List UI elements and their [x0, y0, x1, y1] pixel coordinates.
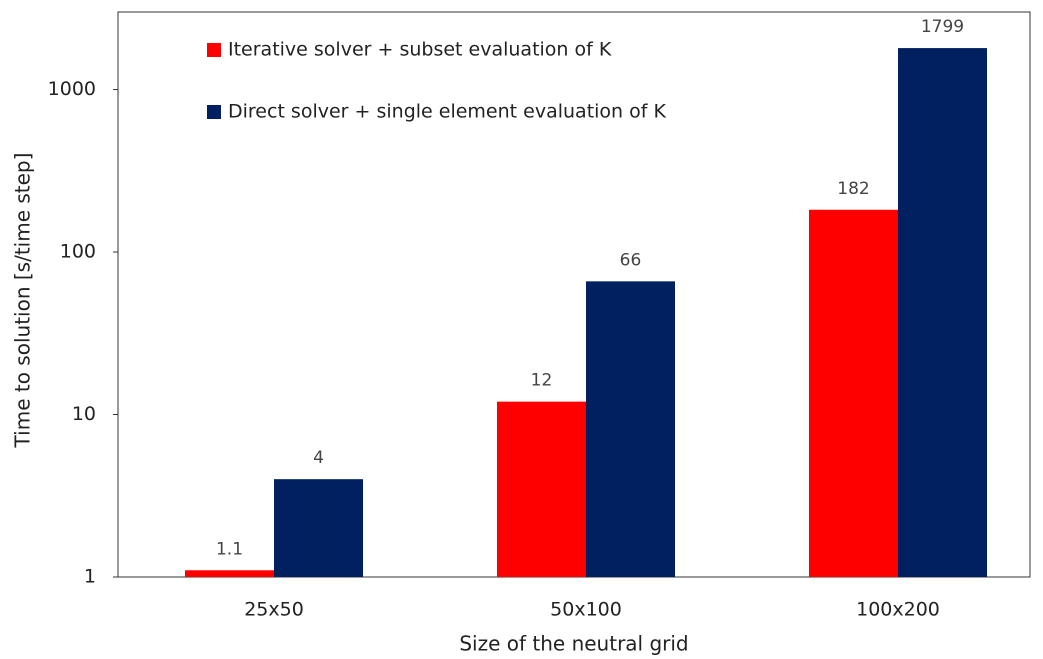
y-tick-label: 100 — [60, 241, 96, 263]
y-tick-label: 1 — [84, 566, 96, 588]
value-label: 1799 — [921, 17, 964, 37]
value-label: 12 — [531, 371, 553, 391]
value-label: 66 — [620, 250, 642, 270]
value-label: 4 — [313, 448, 324, 468]
value-label: 1.1 — [216, 539, 243, 559]
value-label: 182 — [837, 179, 869, 199]
bar — [586, 281, 675, 577]
x-tick-label: 100x200 — [856, 599, 940, 621]
bar — [185, 570, 274, 577]
bar — [497, 401, 586, 577]
x-axis-label: Size of the neutral grid — [459, 632, 688, 656]
legend-swatch — [207, 43, 221, 57]
y-tick-label: 1000 — [48, 78, 96, 100]
legend-label: Direct solver + single element evaluatio… — [228, 101, 666, 123]
legend-swatch — [207, 105, 221, 119]
x-tick-label: 25x50 — [244, 599, 304, 621]
y-axis-label: Time to solution [s/time step] — [11, 153, 35, 449]
bar — [274, 479, 363, 577]
bar — [898, 48, 987, 577]
x-tick-label: 50x100 — [550, 599, 622, 621]
bar — [809, 209, 898, 577]
y-tick-label: 10 — [72, 403, 96, 425]
legend-label: Iterative solver + subset evaluation of … — [228, 39, 612, 61]
